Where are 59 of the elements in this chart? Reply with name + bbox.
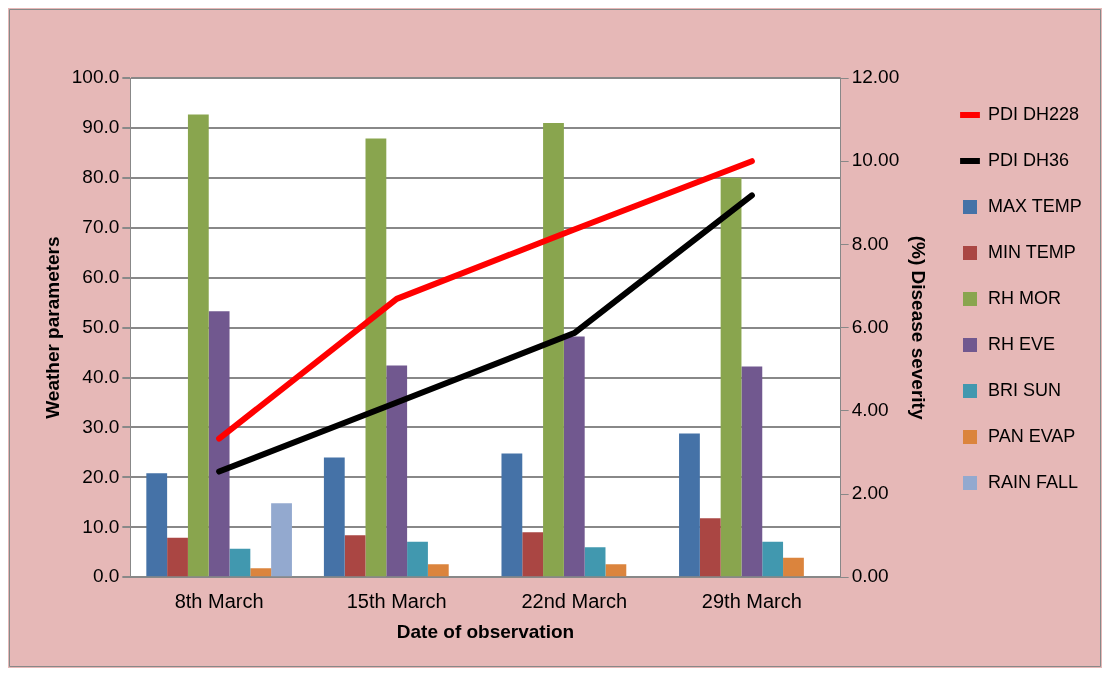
legend-label: RH EVE [987,333,1056,354]
bar [365,138,387,577]
y2-tick-label: 4.00 [851,399,889,421]
legend-label: PDI DH36 [987,149,1070,170]
y2-tick-label: 0.00 [851,565,889,587]
bar [699,518,721,577]
bar [741,366,763,577]
y2-tick-label: 10.00 [851,149,900,171]
bar [522,532,544,577]
x-axis-title: Date of observation [396,620,575,642]
y-tick-label: 20.0 [82,465,120,487]
y2-tick-label: 2.00 [851,482,889,504]
bar [271,503,292,577]
y-tick-label: 0.0 [92,565,120,587]
y-tick-label: 40.0 [82,365,120,387]
bar [386,365,408,577]
legend-label: BRI SUN [987,379,1062,400]
y-tick-label: 90.0 [82,116,120,138]
bar [167,537,188,577]
bar [229,548,251,577]
bar [679,433,700,577]
y-axis-title: Weather parameters [41,236,63,419]
y2-axis-title: (%) Disease severity [908,235,930,420]
y-tick-label: 70.0 [82,215,120,237]
x-tick-label: 22nd March [521,589,628,612]
x-tick-label: 8th March [174,589,264,612]
legend-label: MAX TEMP [987,195,1082,216]
y-tick-label: 30.0 [82,415,120,437]
y2-tick-label: 8.00 [851,232,889,254]
bar [187,114,209,577]
x-tick-label: 29th March [701,589,802,612]
bar [344,535,366,577]
legend-label: MIN TEMP [987,241,1076,262]
bar [427,564,449,577]
legend-label: PAN EVAP [987,425,1076,446]
bar [543,122,564,577]
bar [208,311,230,577]
x-tick-label: 15th March [346,589,447,612]
legend-label: RAIN FALL [987,471,1079,492]
y-tick-label: 50.0 [82,315,120,337]
y-tick-label: 80.0 [82,166,120,188]
y2-tick-label: 12.00 [851,66,900,88]
bar [605,564,627,577]
bar [783,557,804,577]
y-tick-label: 100.0 [71,66,120,88]
y-tick-label: 10.0 [82,515,120,537]
bar [563,336,585,577]
y2-tick-label: 6.00 [851,315,889,337]
bar [146,473,168,577]
bar [407,541,428,577]
legend-label: RH MOR [987,287,1061,308]
bar [323,457,345,577]
bar [584,547,606,577]
y-tick-label: 60.0 [82,265,120,287]
bar [720,177,742,577]
bar [501,453,523,577]
legend-label: PDI DH228 [987,103,1080,124]
bar [250,568,272,577]
bar [762,541,784,577]
